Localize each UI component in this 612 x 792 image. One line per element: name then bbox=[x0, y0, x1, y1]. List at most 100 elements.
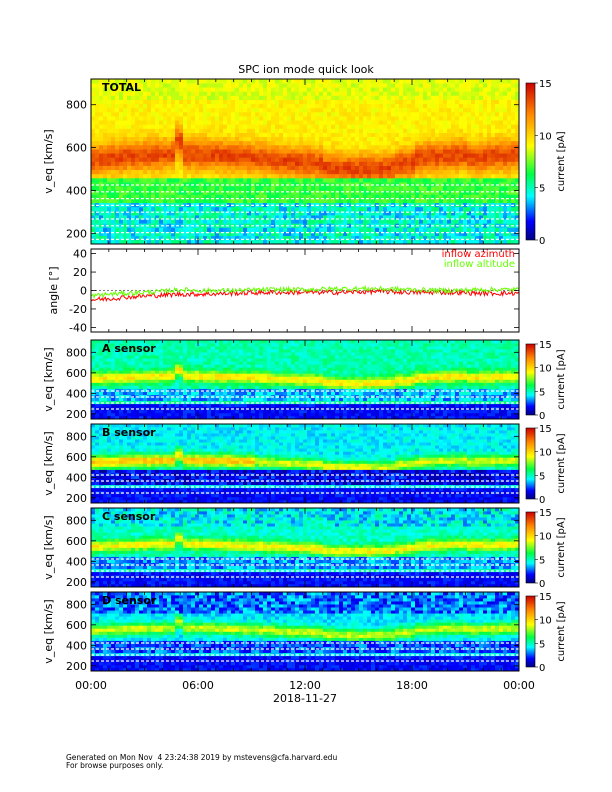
heatmap-cell bbox=[335, 79, 339, 83]
heatmap-cell bbox=[435, 108, 439, 112]
heatmap-cell bbox=[143, 199, 147, 203]
heatmap-cell bbox=[115, 174, 119, 178]
heatmap-cell bbox=[171, 108, 175, 112]
heatmap-cell bbox=[379, 166, 383, 170]
heatmap-cell bbox=[279, 186, 283, 190]
heatmap-cell bbox=[315, 116, 319, 120]
heatmap-cell bbox=[355, 153, 359, 157]
heatmap-cell bbox=[187, 112, 191, 116]
heatmap-cell bbox=[387, 166, 391, 170]
heatmap-cell bbox=[151, 79, 155, 83]
heatmap-cell bbox=[367, 145, 371, 149]
heatmap-cell bbox=[379, 178, 383, 182]
heatmap-cell bbox=[287, 129, 291, 133]
heatmap-cell bbox=[151, 162, 155, 166]
heatmap-cell bbox=[91, 124, 95, 128]
heatmap-cell bbox=[511, 87, 515, 91]
heatmap-cell bbox=[383, 79, 387, 83]
heatmap-cell bbox=[471, 112, 475, 116]
heatmap-cell bbox=[127, 174, 131, 178]
heatmap-cell bbox=[351, 120, 355, 124]
heatmap-cell bbox=[143, 170, 147, 174]
heatmap-cell bbox=[291, 83, 295, 87]
heatmap-cell bbox=[191, 133, 195, 137]
heatmap-cell bbox=[111, 376, 115, 379]
heatmap-cell bbox=[367, 186, 371, 190]
heatmap-cell bbox=[211, 112, 215, 116]
heatmap-cell bbox=[475, 108, 479, 112]
heatmap-cell bbox=[211, 124, 215, 128]
panel-label: TOTAL bbox=[102, 81, 141, 94]
heatmap-cell bbox=[115, 380, 119, 383]
heatmap-cell bbox=[327, 87, 331, 91]
heatmap-cell bbox=[151, 83, 155, 87]
heatmap-cell bbox=[123, 376, 127, 379]
heatmap-cell bbox=[211, 228, 215, 232]
heatmap-cell bbox=[187, 166, 191, 170]
heatmap-cell bbox=[379, 137, 383, 141]
heatmap-cell bbox=[331, 199, 335, 203]
heatmap-cell bbox=[511, 137, 515, 141]
heatmap-cell bbox=[119, 96, 123, 100]
heatmap-cell bbox=[475, 104, 479, 108]
heatmap-cell bbox=[231, 129, 235, 133]
heatmap-cell bbox=[439, 149, 443, 153]
heatmap-cell bbox=[447, 199, 451, 203]
heatmap-cell bbox=[483, 83, 487, 87]
heatmap-cell bbox=[111, 174, 115, 178]
heatmap-cell bbox=[127, 141, 131, 145]
heatmap-cell bbox=[95, 376, 99, 379]
heatmap-cell bbox=[355, 219, 359, 223]
heatmap-cell bbox=[95, 174, 99, 178]
heatmap-cell bbox=[335, 96, 339, 100]
heatmap-cell bbox=[379, 153, 383, 157]
heatmap-cell bbox=[327, 199, 331, 203]
heatmap-cell bbox=[203, 100, 207, 104]
heatmap-cell bbox=[427, 199, 431, 203]
heatmap-cell bbox=[131, 228, 135, 232]
heatmap-cell bbox=[95, 87, 99, 91]
heatmap-cell bbox=[103, 137, 107, 141]
heatmap-cell bbox=[503, 145, 507, 149]
heatmap-cell bbox=[411, 166, 415, 170]
heatmap-cell bbox=[255, 145, 259, 149]
heatmap-cell bbox=[131, 133, 135, 137]
heatmap-cell bbox=[227, 96, 231, 100]
heatmap-cell bbox=[439, 145, 443, 149]
heatmap-cell bbox=[475, 190, 479, 194]
heatmap-cell bbox=[135, 413, 139, 416]
heatmap-cell bbox=[195, 116, 199, 120]
heatmap-cell bbox=[487, 228, 491, 232]
heatmap-cell bbox=[255, 170, 259, 174]
heatmap-cell bbox=[115, 112, 119, 116]
heatmap-cell bbox=[95, 380, 99, 383]
heatmap-cell bbox=[295, 228, 299, 232]
heatmap-cell bbox=[383, 207, 387, 211]
heatmap-cell bbox=[491, 178, 495, 182]
heatmap-cell bbox=[187, 207, 191, 211]
heatmap-cell bbox=[103, 413, 107, 416]
heatmap-cell bbox=[147, 133, 151, 137]
heatmap-cell bbox=[239, 166, 243, 170]
heatmap-cell bbox=[167, 367, 171, 370]
heatmap-cell bbox=[471, 178, 475, 182]
heatmap-cell bbox=[367, 129, 371, 133]
heatmap-cell bbox=[167, 358, 171, 361]
heatmap-cell bbox=[151, 186, 155, 190]
heatmap-cell bbox=[143, 207, 147, 211]
heatmap-cell bbox=[171, 162, 175, 166]
heatmap-cell bbox=[215, 137, 219, 141]
heatmap-cell bbox=[339, 228, 343, 232]
heatmap-cell bbox=[143, 383, 147, 386]
heatmap-cell bbox=[259, 79, 263, 83]
heatmap-cell bbox=[191, 79, 195, 83]
heatmap-cell bbox=[147, 83, 151, 87]
heatmap-cell bbox=[495, 219, 499, 223]
heatmap-cell bbox=[255, 116, 259, 120]
heatmap-cell bbox=[419, 83, 423, 87]
heatmap-cell bbox=[99, 170, 103, 174]
heatmap-cell bbox=[131, 355, 135, 358]
heatmap-cell bbox=[255, 124, 259, 128]
heatmap-cell bbox=[387, 145, 391, 149]
heatmap-cell bbox=[263, 83, 267, 87]
